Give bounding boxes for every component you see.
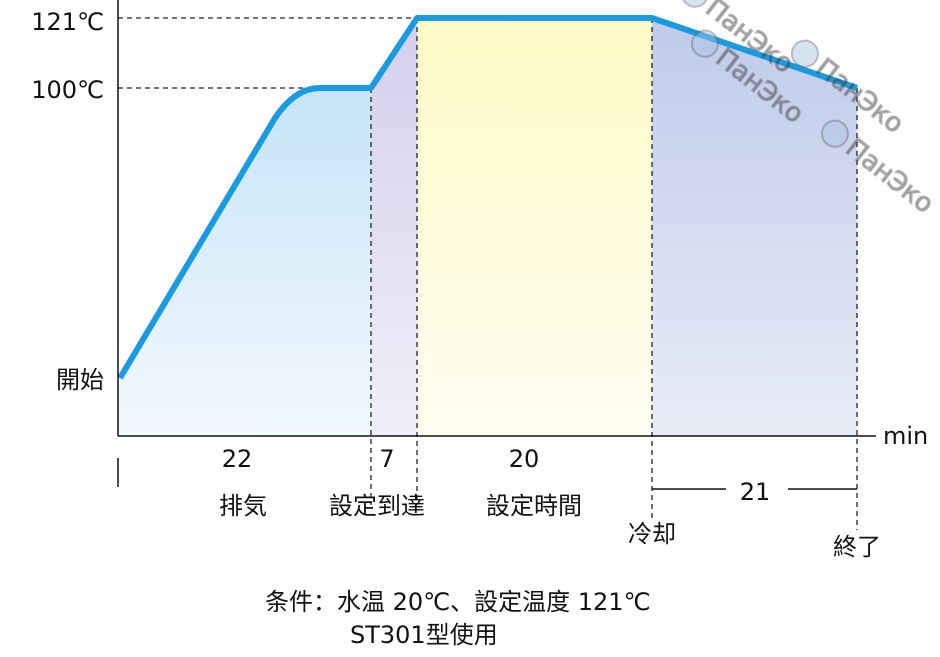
end-label: 終了: [833, 533, 881, 561]
phase-fill-2: [371, 18, 417, 436]
phase-duration-4: 21: [740, 478, 771, 506]
model-note: ST301型使用: [350, 621, 498, 649]
phase-label-3: 設定時間: [486, 492, 582, 520]
watermark-logo-icon: [690, 29, 719, 58]
watermark-logo-icon: [820, 119, 849, 148]
x-axis-unit: min: [883, 422, 928, 450]
phase-duration-3: 20: [509, 445, 540, 473]
phase-label-4: 冷却: [628, 520, 676, 548]
phase-duration-2: 7: [379, 445, 394, 473]
phase-fill-1: [118, 88, 371, 436]
condition-note: 条件：水温 20℃、設定温度 121℃: [265, 588, 651, 616]
y-tick-label-100: 100℃: [31, 76, 104, 104]
y-tick-label-start: 開始: [56, 366, 104, 394]
phase-fill-4: [652, 18, 857, 436]
phase-label-2: 設定到達: [329, 492, 425, 520]
phase-fill-3: [417, 18, 652, 436]
watermark-logo-icon: [680, 0, 709, 8]
temperature-curve: [117, 15, 858, 380]
phase-label-1: 排気: [219, 492, 267, 520]
watermark-logo-icon: [790, 39, 819, 68]
y-tick-label-121: 121℃: [31, 8, 104, 36]
phase-duration-1: 22: [222, 445, 253, 473]
